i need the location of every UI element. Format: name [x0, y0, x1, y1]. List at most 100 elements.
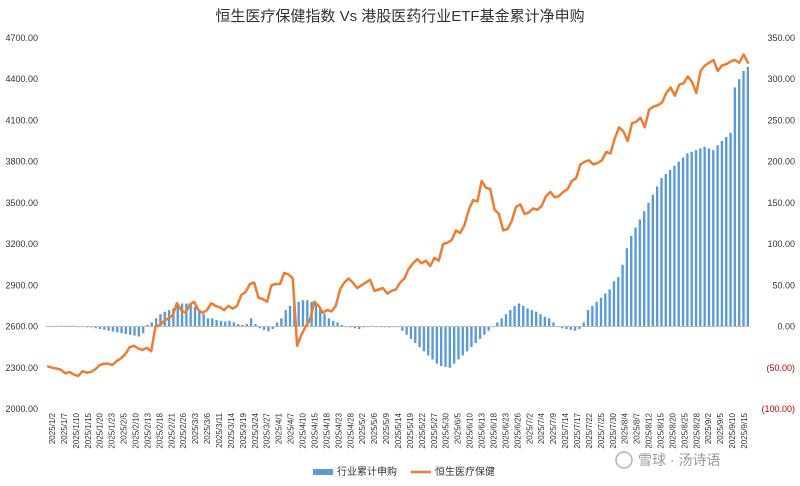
bar: [694, 150, 698, 327]
bar: [120, 326, 123, 334]
x-tick-label: 2025/6/13: [478, 412, 487, 448]
bar: [733, 87, 737, 327]
bar: [262, 326, 266, 330]
bar: [249, 318, 253, 327]
left-tick-label: 2900.00: [5, 280, 38, 290]
bar: [414, 326, 417, 344]
legend: 行业累计申购 恒生医疗保健: [313, 465, 495, 478]
bar: [241, 324, 244, 327]
bar: [189, 304, 192, 327]
x-tick-label: 2025/4/7: [287, 412, 296, 444]
x-tick-label: 2025/5/19: [406, 412, 415, 448]
x-tick-label: 2025/2/5: [120, 412, 129, 444]
series-line: [46, 53, 750, 378]
bar: [599, 297, 603, 327]
bar: [232, 322, 236, 327]
right-tick-label: (100.00): [761, 404, 795, 414]
x-tick-label: 2025/9/10: [728, 412, 737, 448]
bar: [116, 326, 119, 333]
bar: [509, 310, 512, 327]
bar: [418, 326, 421, 348]
bar: [405, 326, 408, 335]
bar: [504, 314, 508, 327]
left-tick-label: 2600.00: [5, 322, 38, 332]
bar: [280, 318, 283, 327]
bar: [301, 300, 305, 327]
bar: [681, 157, 685, 327]
bar: [448, 326, 452, 368]
right-tick-label: 150.00: [767, 198, 795, 208]
bar: [668, 169, 672, 327]
bar: [500, 318, 503, 327]
bar: [254, 324, 257, 327]
bar: [725, 136, 728, 327]
bar: [444, 326, 447, 367]
bar: [288, 305, 292, 327]
x-tick-label: 2025/6/5: [454, 412, 463, 444]
bar: [327, 318, 331, 327]
x-tick-label: 2025/2/10: [131, 412, 140, 448]
bar: [660, 178, 663, 327]
bar: [267, 326, 270, 332]
x-tick-label: 2025/1/10: [72, 412, 81, 448]
x-tick-label: 2025/3/27: [263, 412, 272, 448]
bar: [729, 132, 732, 327]
bar: [716, 145, 719, 327]
x-tick-label: 2025/8/4: [621, 412, 630, 444]
right-tick-label: 300.00: [767, 74, 795, 84]
x-tick-label: 2025/3/6: [203, 412, 212, 444]
x-tick-label: 2025/5/22: [418, 412, 427, 448]
legend-bar-swatch: [313, 469, 333, 475]
bar: [565, 326, 568, 330]
bar: [211, 318, 214, 327]
bar: [319, 308, 322, 327]
x-tick-label: 2025/2/18: [155, 412, 164, 448]
bar: [703, 146, 706, 327]
right-tick-label: 350.00: [767, 33, 795, 43]
bar: [686, 153, 689, 327]
bar: [651, 194, 655, 327]
bar: [137, 326, 141, 337]
bar: [552, 322, 555, 327]
x-tick-label: 2025/4/28: [346, 412, 355, 448]
bar: [159, 314, 162, 327]
bar: [306, 300, 309, 327]
bar: [586, 310, 590, 327]
x-tick-label: 2025/7/4: [537, 412, 546, 444]
bar: [496, 322, 499, 327]
bar: [340, 324, 344, 327]
bar: [275, 322, 279, 327]
bar: [465, 326, 469, 352]
x-tick-label: 2025/5/30: [442, 412, 451, 448]
x-tick-label: 2025/4/15: [310, 412, 319, 448]
bar: [124, 326, 128, 334]
bar: [638, 219, 642, 327]
bar: [427, 326, 430, 356]
x-tick-label: 2025/1/7: [60, 412, 69, 444]
bar: [582, 322, 585, 327]
bar: [595, 301, 598, 327]
bar: [630, 235, 633, 327]
bar: [478, 326, 482, 339]
x-tick-label: 2025/7/9: [549, 412, 558, 444]
bar: [720, 141, 724, 327]
left-tick-label: 2000.00: [5, 404, 38, 414]
x-tick-label: 2025/6/26: [513, 412, 522, 448]
bar: [470, 326, 473, 348]
bar: [357, 326, 361, 330]
x-tick-label: 2025/4/10: [299, 412, 308, 448]
bar: [690, 151, 693, 327]
x-tick-label: 2025/1/15: [84, 412, 93, 448]
left-tick-label: 4700.00: [5, 33, 38, 43]
bar: [642, 211, 646, 327]
bar: [215, 319, 218, 327]
x-tick-label: 2025/7/2: [525, 412, 534, 444]
bar-series: [46, 66, 750, 368]
bar: [180, 303, 184, 327]
x-tick-label: 2025/6/23: [501, 412, 510, 448]
bar: [487, 326, 490, 331]
bar: [647, 202, 650, 327]
bar: [198, 310, 201, 327]
